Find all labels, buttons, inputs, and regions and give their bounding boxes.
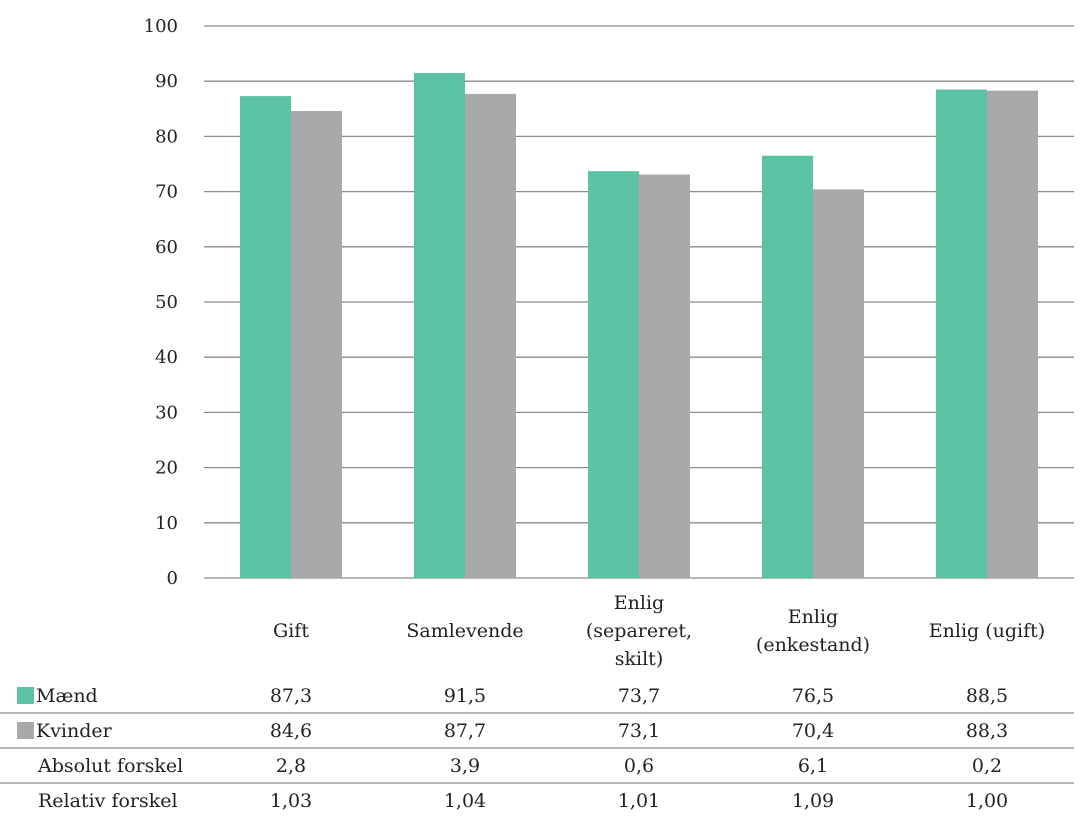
bar-maend: [936, 89, 987, 578]
bar-kvinder: [813, 189, 864, 578]
legend-swatch: [17, 687, 34, 704]
y-tick-label: 30: [155, 402, 178, 423]
table-cell: 0,6: [624, 755, 654, 777]
table-row-label: Absolut forskel: [37, 755, 183, 777]
x-tick-label: Samlevende: [406, 620, 523, 642]
table-cell: 1,01: [618, 790, 660, 812]
bar-kvinder: [291, 111, 342, 579]
bar-maend: [414, 72, 465, 579]
table-cell: 73,1: [618, 720, 660, 742]
table-cell: 88,5: [966, 685, 1008, 707]
x-tick-label: Enlig: [614, 592, 664, 614]
table-cell: 6,1: [798, 755, 828, 777]
y-tick-label: 0: [167, 568, 178, 589]
bar-kvinder: [987, 90, 1038, 579]
table-cell: 2,8: [276, 755, 306, 777]
bar-kvinder: [639, 174, 690, 578]
table-cell: 1,00: [966, 790, 1008, 812]
bar-maend: [588, 171, 639, 578]
y-tick-label: 60: [155, 237, 178, 258]
y-tick-label: 100: [144, 16, 178, 37]
table-cell: 76,5: [792, 685, 834, 707]
y-axis: 0 10 20 30 40 50 60 70 80 90 100: [144, 16, 178, 589]
table-cell: 3,9: [450, 755, 480, 777]
bars: [240, 72, 1038, 579]
x-tick-label: Enlig: [788, 606, 838, 628]
y-tick-label: 90: [155, 71, 178, 92]
bar-kvinder: [465, 93, 516, 579]
bar-maend: [240, 96, 291, 578]
table-cell: 88,3: [966, 720, 1008, 742]
table-cell: 91,5: [444, 685, 486, 707]
y-tick-label: 20: [155, 458, 178, 479]
y-tick-label: 80: [155, 126, 178, 147]
table-cell: 73,7: [618, 685, 660, 707]
table-cell: 1,04: [444, 790, 486, 812]
table-row-label: Kvinder: [36, 720, 113, 742]
y-tick-label: 10: [155, 513, 178, 534]
table-cell: 0,2: [972, 755, 1002, 777]
x-tick-label: Gift: [273, 620, 309, 642]
data-table: Mænd 87,3 91,5 73,7 76,5 88,5 Kvinder 84,6 87,7 7…: [0, 685, 1074, 812]
table-cell: 1,03: [270, 790, 312, 812]
table-cell: 70,4: [792, 720, 834, 742]
y-tick-label: 40: [155, 347, 178, 368]
table-cell: 87,3: [270, 685, 312, 707]
table-row-label: Relativ forskel: [38, 790, 178, 812]
x-tick-label: skilt): [615, 648, 663, 670]
x-tick-label: (enkestand): [756, 634, 870, 656]
y-tick-label: 50: [155, 292, 178, 313]
bar-maend: [762, 155, 813, 578]
y-tick-label: 70: [155, 182, 178, 203]
x-axis: Gift Samlevende Enlig (separeret, skilt) Enli…: [273, 592, 1045, 670]
table-row-label: Mænd: [36, 685, 98, 707]
table-cell: 87,7: [444, 720, 486, 742]
table-cell: 1,09: [792, 790, 834, 812]
legend-swatch: [17, 722, 34, 739]
x-tick-label: (separeret,: [586, 620, 692, 642]
table-cell: 84,6: [270, 720, 312, 742]
x-tick-label: Enlig (ugift): [929, 620, 1045, 642]
